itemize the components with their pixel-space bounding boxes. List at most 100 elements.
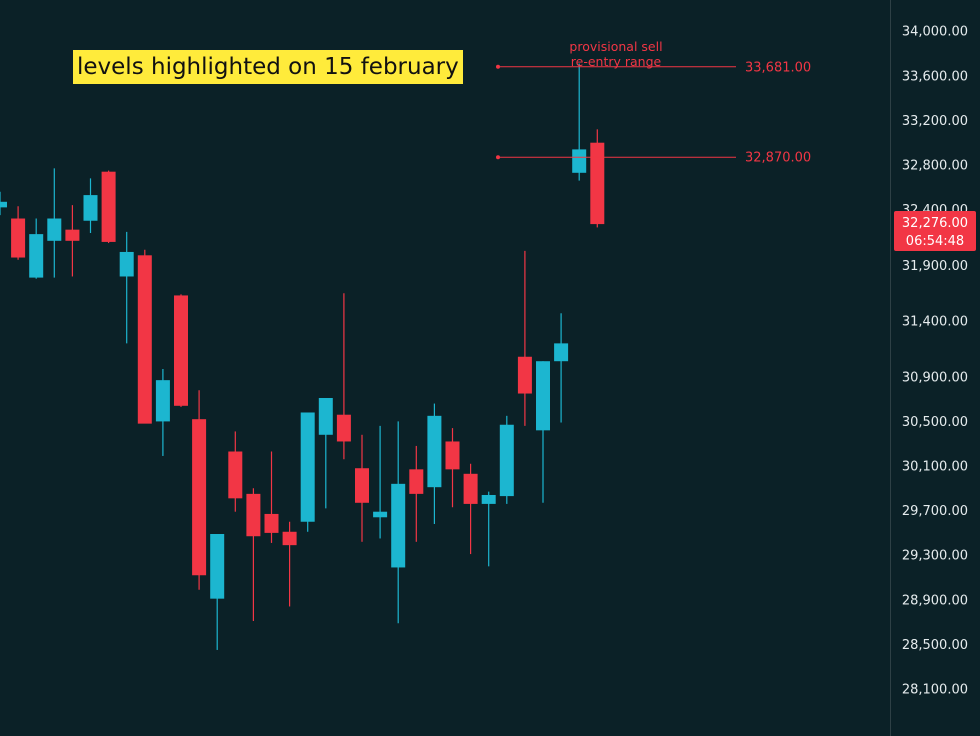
candle-body bbox=[29, 234, 44, 278]
candle-body bbox=[463, 473, 478, 504]
candle-body bbox=[11, 218, 26, 258]
candle-body bbox=[264, 513, 279, 533]
candle-body bbox=[481, 494, 496, 504]
annotation-layer: provisional sell re-entry range bbox=[569, 39, 662, 69]
candle bbox=[536, 361, 550, 503]
y-tick-label: 30,100.00 bbox=[902, 460, 968, 475]
candle bbox=[282, 521, 297, 607]
y-tick-label: 28,500.00 bbox=[902, 638, 968, 653]
level-label: 33,681.00 bbox=[745, 60, 811, 75]
y-tick-label: 28,100.00 bbox=[902, 682, 968, 697]
candle-body bbox=[174, 295, 188, 406]
candle-body bbox=[427, 415, 442, 488]
level-line-group: 33,681.00 bbox=[496, 60, 811, 75]
level-line-group: 32,870.00 bbox=[496, 151, 811, 166]
y-tick-label: 34,000.00 bbox=[902, 25, 968, 40]
candle bbox=[155, 369, 170, 456]
candle-body bbox=[499, 424, 514, 497]
candle-body bbox=[536, 361, 550, 431]
candle bbox=[590, 129, 605, 228]
candle-body bbox=[210, 534, 225, 599]
candle bbox=[65, 205, 80, 277]
candle-body bbox=[155, 380, 170, 422]
y-tick-label: 31,400.00 bbox=[902, 315, 968, 330]
candle bbox=[228, 431, 243, 512]
countdown-timer: 06:54:48 bbox=[906, 234, 964, 249]
candle bbox=[554, 313, 569, 423]
y-tick-label: 29,700.00 bbox=[902, 504, 968, 519]
candle bbox=[174, 294, 188, 407]
candle bbox=[463, 463, 478, 555]
y-tick-label: 33,600.00 bbox=[902, 69, 968, 84]
chart-title: levels highlighted on 15 february bbox=[73, 50, 463, 84]
candle bbox=[0, 191, 7, 216]
candle bbox=[481, 491, 496, 567]
candles-layer bbox=[0, 63, 605, 650]
candle-body bbox=[590, 142, 605, 225]
candle bbox=[83, 178, 98, 234]
candle bbox=[336, 293, 351, 460]
level-anchor-dot bbox=[496, 64, 500, 69]
candle bbox=[391, 421, 406, 624]
candle-body bbox=[47, 218, 62, 241]
candle bbox=[409, 445, 424, 542]
candle bbox=[445, 428, 460, 508]
candle-body bbox=[65, 229, 80, 241]
last-price-tag: 32,276.00 06:54:48 bbox=[894, 211, 976, 251]
candle-body bbox=[336, 414, 351, 442]
candle bbox=[572, 63, 587, 181]
candle-body bbox=[228, 451, 243, 499]
candle-body bbox=[572, 149, 587, 173]
candle bbox=[427, 403, 442, 524]
candle bbox=[101, 170, 116, 244]
candle bbox=[119, 231, 134, 344]
candle bbox=[192, 390, 207, 590]
y-tick-label: 33,200.00 bbox=[902, 114, 968, 129]
candle bbox=[11, 206, 26, 260]
candle bbox=[517, 250, 532, 426]
y-tick-label: 29,300.00 bbox=[902, 549, 968, 564]
annotation-line-1: provisional sell bbox=[569, 39, 662, 54]
candle bbox=[373, 425, 388, 539]
y-tick-label: 30,500.00 bbox=[902, 415, 968, 430]
candle-body bbox=[318, 397, 333, 435]
candle bbox=[47, 168, 62, 278]
last-price-value: 32,276.00 bbox=[902, 216, 968, 231]
last-price-tag-bg bbox=[894, 211, 976, 251]
candle-body bbox=[0, 201, 7, 208]
y-tick-label: 31,900.00 bbox=[902, 259, 968, 274]
candle bbox=[499, 415, 514, 504]
candle-body bbox=[137, 255, 152, 424]
candle-body bbox=[409, 469, 424, 494]
candle bbox=[137, 249, 152, 424]
candle bbox=[264, 451, 279, 543]
candle-body bbox=[445, 441, 460, 470]
y-tick-label: 30,900.00 bbox=[902, 370, 968, 385]
candle bbox=[29, 218, 44, 279]
candle-body bbox=[282, 531, 297, 546]
candle bbox=[246, 488, 261, 621]
candle-body bbox=[83, 195, 98, 221]
candle-body bbox=[355, 468, 369, 503]
candle-body bbox=[391, 483, 406, 568]
candle-body bbox=[300, 412, 315, 522]
candle-body bbox=[373, 511, 388, 518]
level-label: 32,870.00 bbox=[745, 151, 811, 166]
candle bbox=[300, 412, 315, 532]
y-tick-label: 32,800.00 bbox=[902, 159, 968, 174]
levels-layer: 33,681.00 32,870.00 bbox=[496, 60, 811, 166]
candle bbox=[355, 434, 369, 542]
candle-body bbox=[246, 493, 261, 537]
price-axis[interactable]: 34,400.0034,000.0033,600.0033,200.0032,8… bbox=[902, 0, 968, 698]
candle-body bbox=[119, 251, 134, 277]
candle bbox=[318, 397, 333, 509]
level-anchor-dot bbox=[496, 155, 500, 160]
candle-body bbox=[192, 419, 207, 576]
candle-body bbox=[101, 171, 116, 242]
y-tick-label: 28,900.00 bbox=[902, 593, 968, 608]
candle-body bbox=[554, 343, 569, 362]
candle-body bbox=[517, 356, 532, 394]
annotation-line-2: re-entry range bbox=[571, 54, 662, 69]
